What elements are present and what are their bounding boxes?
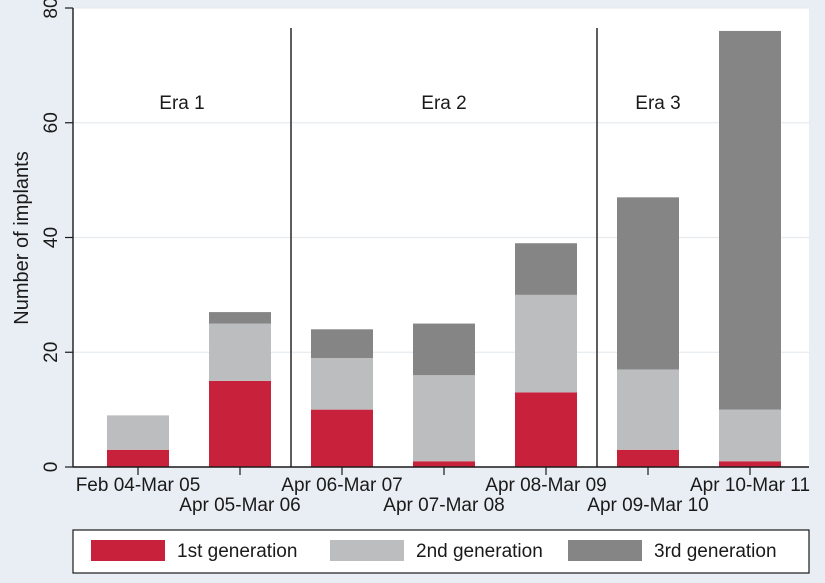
x-tick-label: Apr 06-Mar 07 bbox=[281, 475, 402, 496]
bar-segment bbox=[209, 323, 271, 381]
bar-segment bbox=[107, 449, 169, 467]
x-tick-label: Apr 10-Mar 11 bbox=[690, 475, 810, 496]
bar-segment bbox=[413, 323, 475, 376]
bar-segment bbox=[209, 312, 271, 324]
bar-segment bbox=[719, 461, 781, 467]
bar-segment bbox=[515, 392, 577, 467]
x-tick-label: Feb 04-Mar 05 bbox=[76, 475, 201, 496]
bar-segment bbox=[311, 409, 373, 467]
bar-segment bbox=[413, 375, 475, 462]
bars bbox=[107, 30, 781, 467]
legend-label: 3rd generation bbox=[654, 541, 777, 562]
bar-segment bbox=[311, 357, 373, 410]
legend-box bbox=[72, 529, 810, 574]
y-tick-label: 60 bbox=[41, 112, 62, 133]
y-tick-label: 0 bbox=[41, 462, 62, 473]
legend-swatch bbox=[330, 540, 404, 561]
bar-segment bbox=[719, 409, 781, 462]
y-tick-label: 20 bbox=[41, 342, 62, 363]
x-tick-label: Apr 08-Mar 09 bbox=[485, 475, 606, 496]
y-axis-title: Number of implants bbox=[11, 151, 33, 324]
bar-segment bbox=[209, 380, 271, 467]
legend-label: 2nd generation bbox=[416, 541, 543, 562]
y-tick-label: 40 bbox=[41, 227, 62, 248]
legend-label: 1st generation bbox=[177, 541, 297, 562]
era-dividers: Era 1 Era 2 Era 3 bbox=[159, 28, 681, 467]
bar-segment bbox=[515, 294, 577, 393]
bar-segment bbox=[107, 415, 169, 450]
x-tick-label: Apr 05-Mar 06 bbox=[179, 495, 300, 516]
legend: 1st generation 2nd generation 3rd generati… bbox=[72, 529, 810, 574]
y-tick-label: 80 bbox=[41, 0, 62, 19]
bar-segment bbox=[617, 197, 679, 370]
legend-swatch bbox=[568, 540, 642, 561]
bar-segment bbox=[617, 369, 679, 450]
era-label: Era 3 bbox=[635, 93, 680, 114]
x-tick-label: Apr 07-Mar 08 bbox=[383, 495, 504, 516]
bar-segment bbox=[719, 30, 781, 410]
legend-swatch bbox=[91, 540, 165, 561]
bar-segment bbox=[413, 461, 475, 467]
bar-segment bbox=[617, 449, 679, 467]
era-label: Era 1 bbox=[159, 93, 204, 114]
bar-segment bbox=[515, 243, 577, 295]
x-tick-label: Apr 09-Mar 10 bbox=[587, 495, 708, 516]
bar-segment bbox=[311, 329, 373, 358]
era-label: Era 2 bbox=[421, 93, 466, 114]
